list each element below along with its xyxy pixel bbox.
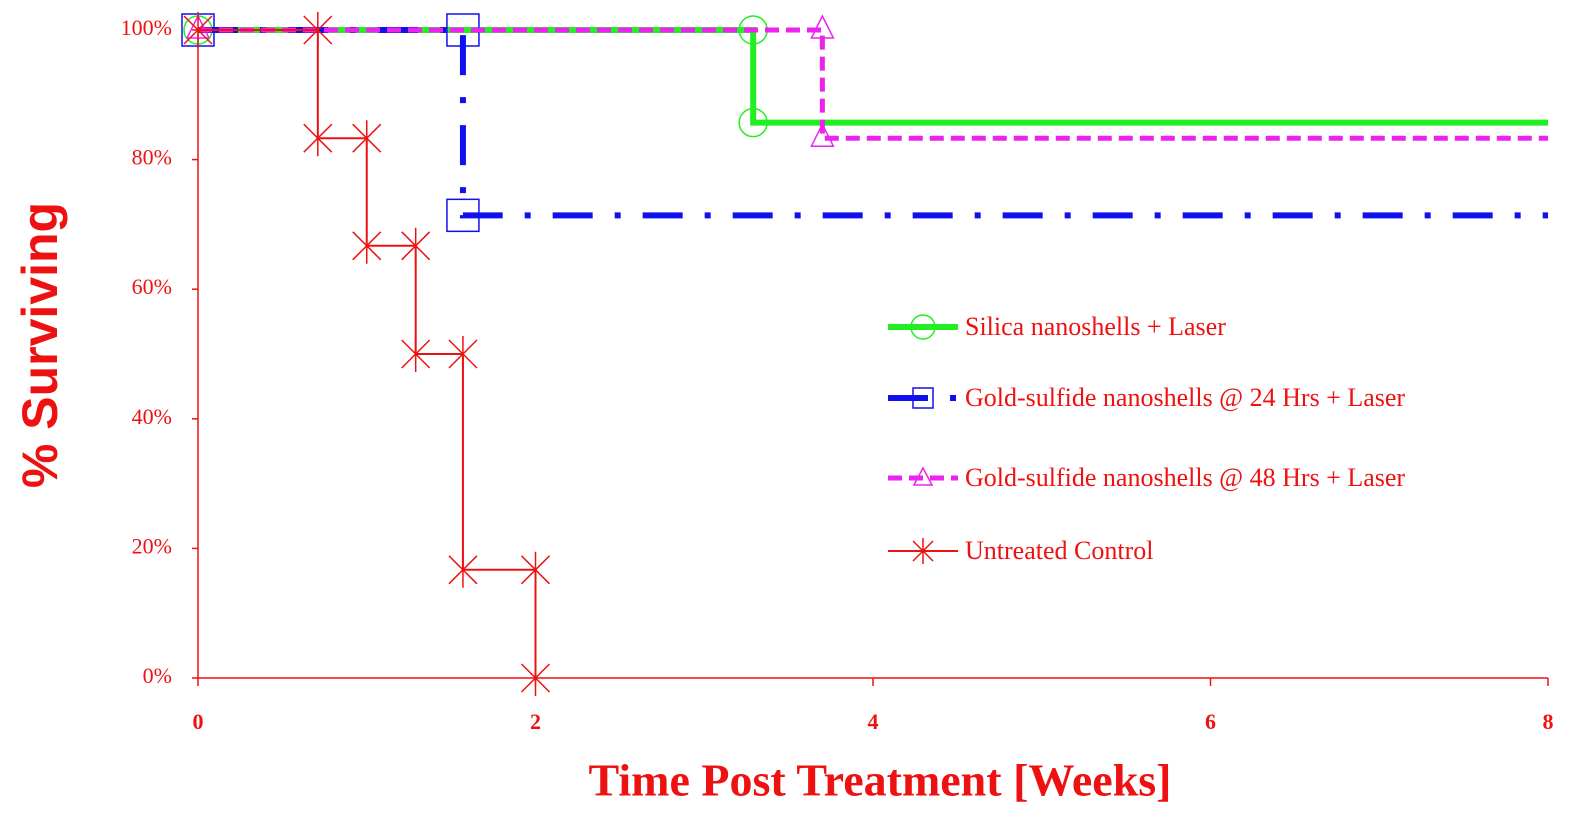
point-marker (448, 551, 478, 588)
legend-label: Silica nanoshells + Laser (965, 312, 1226, 341)
point-marker (448, 336, 478, 372)
legend-marker (910, 314, 936, 340)
point-marker (352, 120, 382, 157)
legend-label: Gold-sulfide nanoshells @ 48 Hrs + Laser (965, 463, 1406, 492)
legend-marker (912, 538, 934, 564)
point-marker (738, 107, 768, 138)
y-tick-label: 80% (132, 145, 172, 170)
legend-sample (888, 387, 958, 409)
x-tick-label: 6 (1205, 709, 1216, 734)
point-marker (352, 227, 382, 264)
y-axis-label: % Surviving (12, 202, 68, 488)
legend-sample (888, 314, 958, 340)
point-marker (401, 336, 431, 372)
y-tick-label: 20% (132, 533, 172, 558)
y-tick-label: 100% (121, 15, 172, 40)
x-tick-label: 8 (1543, 709, 1554, 734)
point-marker (810, 122, 835, 147)
x-tick-label: 2 (530, 709, 541, 734)
survival-line (198, 27, 1548, 219)
x-tick-label: 0 (193, 709, 204, 734)
y-tick-label: 40% (132, 404, 172, 429)
y-tick-label: 60% (132, 274, 172, 299)
legend-sample (888, 538, 958, 564)
legend-marker (912, 387, 934, 409)
point-marker (401, 227, 431, 264)
point-marker (520, 551, 551, 588)
y-tick-label: 0% (143, 663, 172, 688)
x-tick-label: 4 (868, 709, 879, 734)
legend-marker (912, 466, 934, 486)
x-axis-label: Time Post Treatment [Weeks] (589, 755, 1172, 806)
point-marker (303, 120, 333, 157)
legend-label: Gold-sulfide nanoshells @ 24 Hrs + Laser (965, 383, 1406, 412)
point-marker (446, 198, 480, 233)
survival-line (198, 27, 1548, 126)
survival-line (198, 27, 1548, 141)
legend-label: Untreated Control (965, 536, 1154, 565)
legend-sample (888, 466, 958, 486)
point-marker (303, 12, 333, 48)
point-marker (810, 14, 835, 39)
point-marker (183, 12, 213, 48)
point-marker (520, 660, 551, 696)
